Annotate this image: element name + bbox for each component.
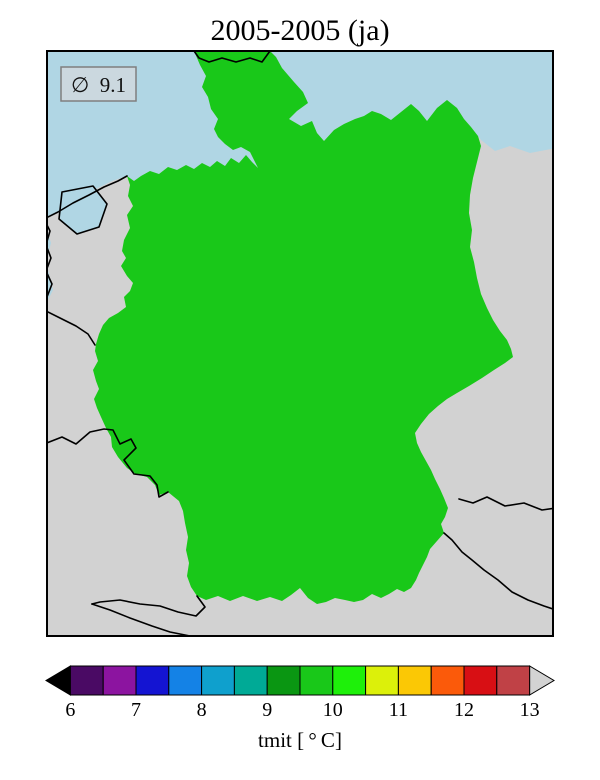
svg-text:7: 7 <box>131 699 141 721</box>
svg-text:∅ 9.1: ∅ 9.1 <box>71 73 126 97</box>
svg-text:10: 10 <box>323 699 343 721</box>
svg-text:8: 8 <box>197 699 207 721</box>
svg-text:11: 11 <box>389 699 408 721</box>
svg-text:12: 12 <box>454 699 474 721</box>
svg-text:13: 13 <box>520 699 540 721</box>
svg-text:6: 6 <box>65 699 75 721</box>
svg-text:tmit [ ° C]: tmit [ ° C] <box>258 728 342 752</box>
svg-text:9: 9 <box>262 699 272 721</box>
